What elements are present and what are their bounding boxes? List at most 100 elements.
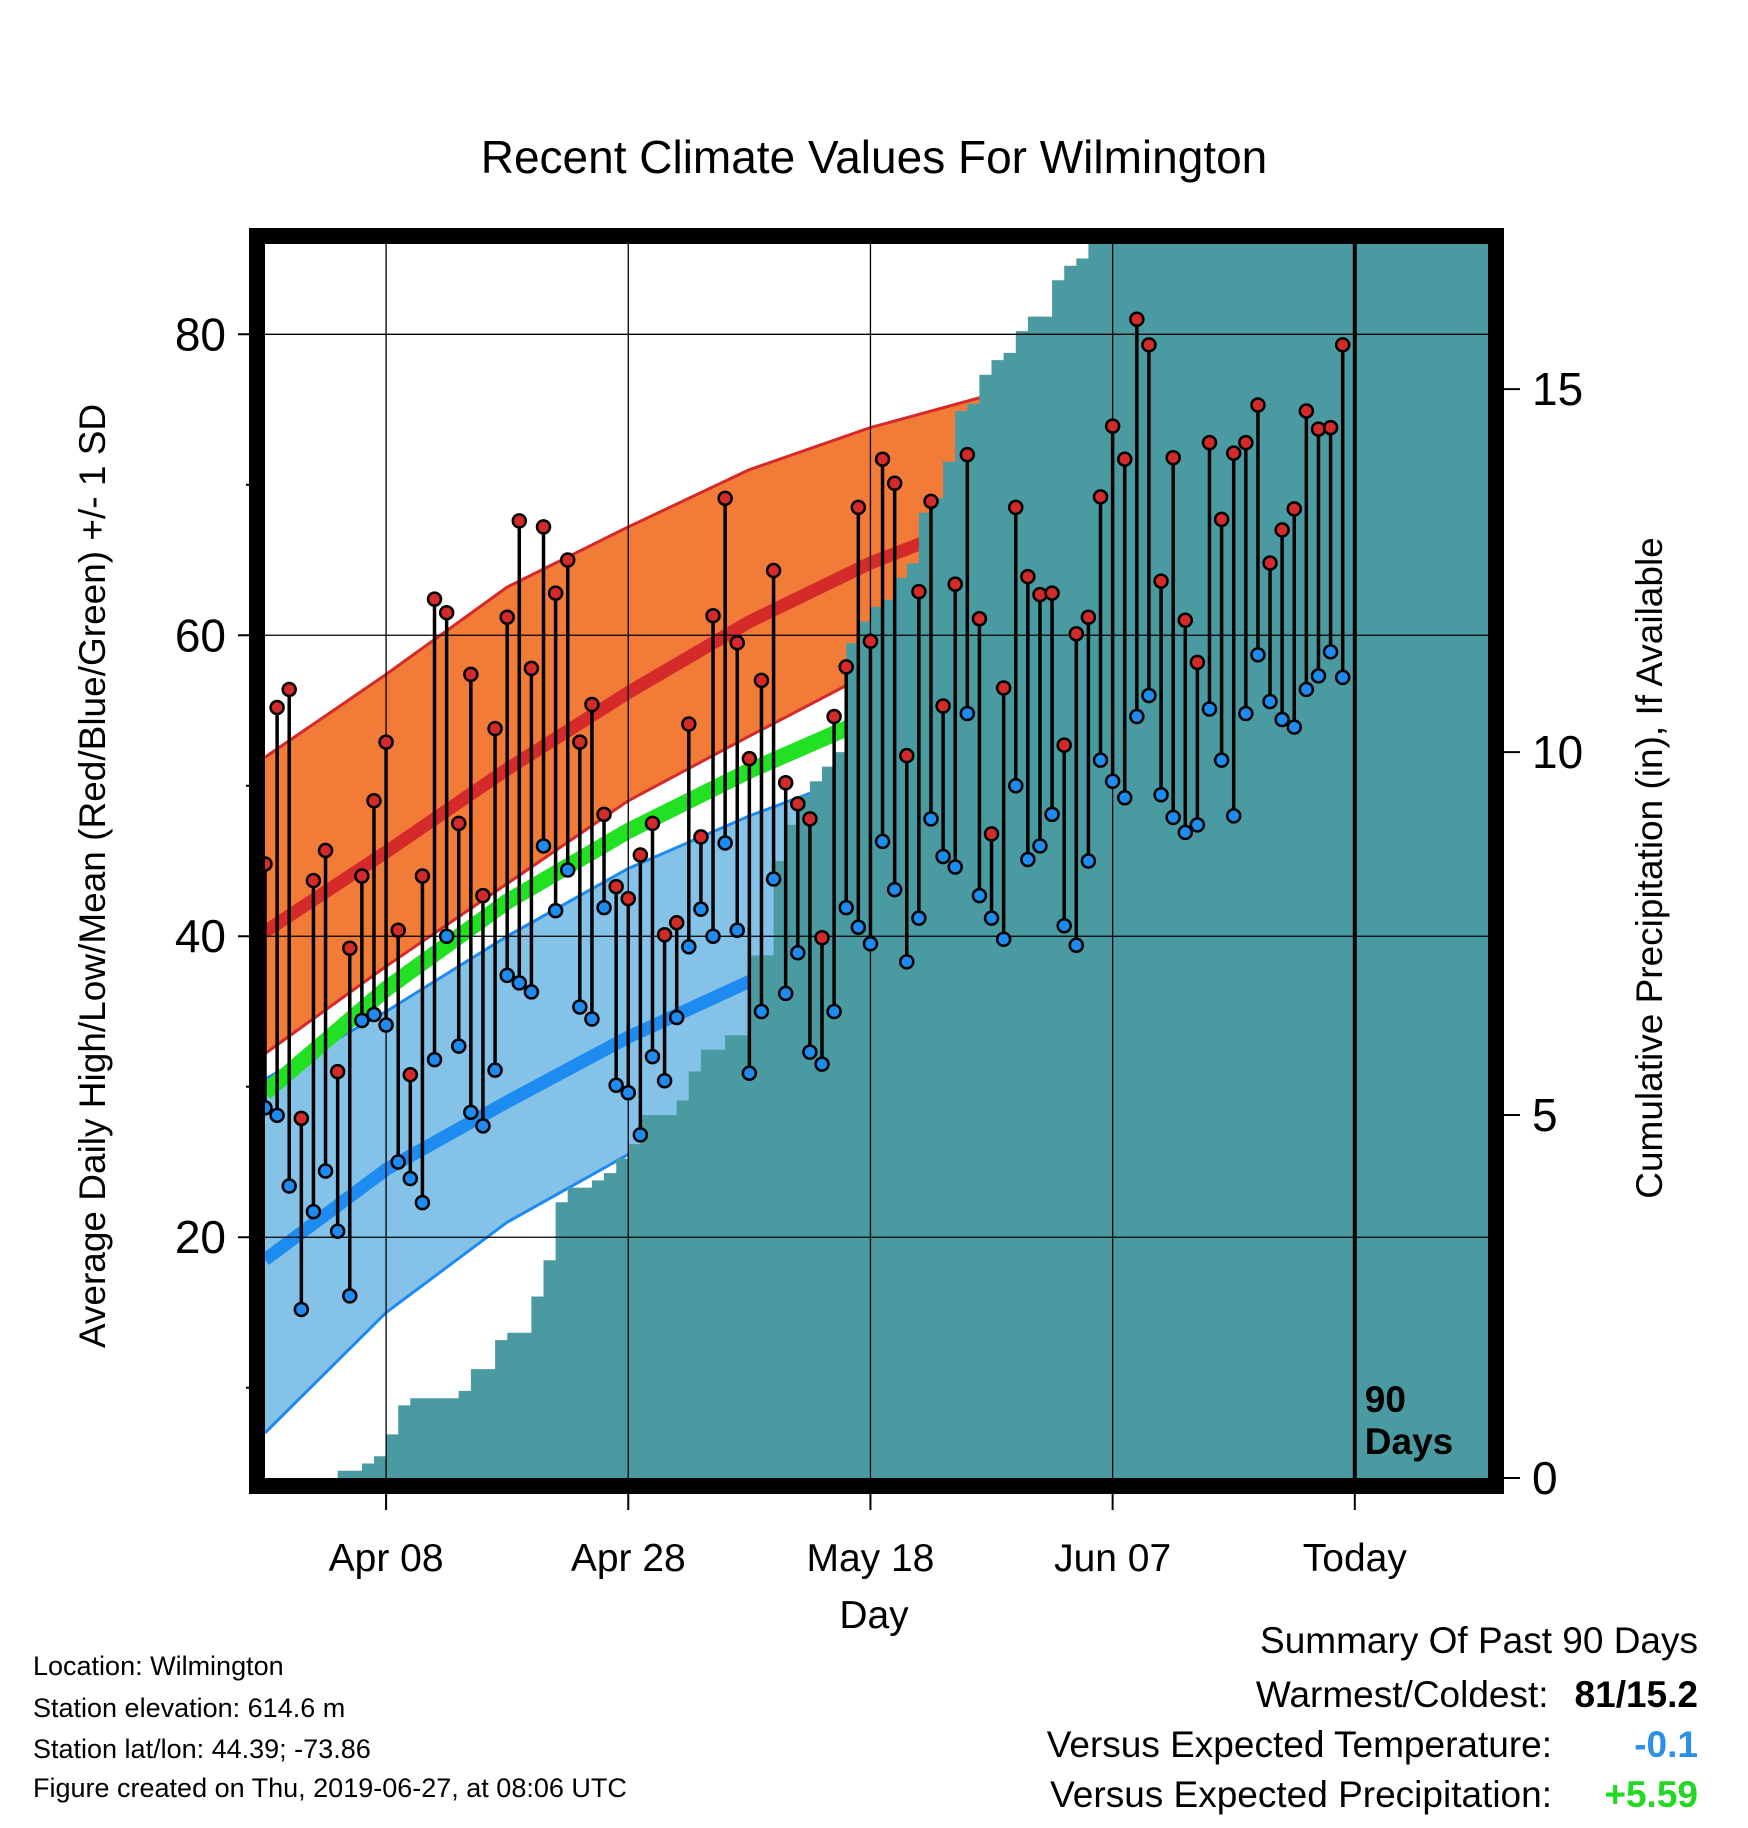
daily-low-point xyxy=(438,928,455,944)
daily-high-point xyxy=(354,868,370,884)
daily-high-point xyxy=(438,604,455,621)
daily-low-point xyxy=(559,862,576,878)
daily-high-point xyxy=(414,868,431,884)
daily-low-point xyxy=(1225,808,1242,824)
daily-low-point xyxy=(1262,693,1278,710)
daily-high-point xyxy=(1238,434,1254,451)
daily-low-point xyxy=(705,928,721,944)
daily-low-point xyxy=(584,1011,600,1027)
daily-high-point xyxy=(1104,418,1121,434)
daily-low-point xyxy=(1298,681,1315,698)
daily-high-point xyxy=(935,698,951,714)
daily-low-point xyxy=(1104,773,1121,789)
y2-axis-label: Cumulative Precipitation (in), If Availa… xyxy=(1629,537,1670,1199)
daily-high-point xyxy=(499,609,515,625)
daily-low-point xyxy=(911,910,927,926)
daily-high-point xyxy=(1213,511,1230,528)
daily-high-point xyxy=(572,734,588,750)
daily-high-point xyxy=(1141,337,1157,353)
daily-low-point xyxy=(632,1127,649,1143)
temp-anomaly-label: Versus Expected Temperature: xyxy=(1046,1724,1552,1765)
daily-high-point xyxy=(1334,337,1351,353)
daily-low-point xyxy=(814,1056,830,1072)
daily-high-point xyxy=(584,696,600,713)
daily-low-point xyxy=(995,931,1012,948)
daily-high-point xyxy=(402,1066,419,1083)
daily-low-point xyxy=(1201,701,1218,717)
daily-low-point xyxy=(802,1044,818,1060)
daily-low-point xyxy=(390,1154,406,1170)
temp-anomaly-value: -0.1 xyxy=(1634,1724,1698,1765)
precip-anomaly-value: +5.59 xyxy=(1604,1774,1698,1815)
daily-high-point xyxy=(463,666,479,683)
daily-low-point xyxy=(644,1048,661,1065)
daily-high-point xyxy=(838,659,854,675)
precip-anomaly-label: Versus Expected Precipitation: xyxy=(1050,1774,1552,1815)
daily-high-point xyxy=(765,562,782,579)
daily-high-point xyxy=(668,914,685,931)
daily-high-point xyxy=(1080,609,1097,625)
daily-low-point xyxy=(717,835,733,851)
daily-high-point xyxy=(265,856,273,872)
daily-high-point xyxy=(511,513,528,529)
daily-high-point xyxy=(329,1063,346,1080)
daily-high-point xyxy=(656,926,673,943)
created-text: Figure created on Thu, 2019-06-27, at 08… xyxy=(33,1773,627,1803)
daily-high-point xyxy=(378,734,394,750)
elevation-text: Station elevation: 614.6 m xyxy=(33,1693,346,1723)
daily-high-point xyxy=(1225,445,1242,461)
daily-high-point xyxy=(426,591,443,607)
daily-high-point xyxy=(632,847,649,863)
daily-high-point xyxy=(487,720,503,737)
daily-high-point xyxy=(862,633,879,650)
daily-high-point xyxy=(947,576,963,592)
y-tick-label: 80 xyxy=(175,308,226,360)
daily-low-point xyxy=(1056,917,1072,934)
location-text: Location: Wilmington xyxy=(33,1651,284,1681)
daily-high-point xyxy=(911,583,927,600)
y-tick-label: 60 xyxy=(175,609,226,661)
daily-low-point xyxy=(1116,790,1133,806)
chart-title: Recent Climate Values For Wilmington xyxy=(481,131,1268,183)
summary-title: Summary Of Past 90 Days xyxy=(1260,1620,1698,1661)
daily-low-point xyxy=(899,954,915,970)
daily-low-point xyxy=(1141,687,1157,704)
daily-low-point xyxy=(838,899,854,916)
daily-high-point xyxy=(475,887,491,904)
daily-high-point xyxy=(971,610,988,627)
daily-low-point xyxy=(790,945,806,961)
x-axis-label: Day xyxy=(839,1594,909,1637)
daily-low-point xyxy=(693,901,709,917)
daily-high-point xyxy=(899,747,915,764)
daily-high-point xyxy=(886,475,903,492)
daily-high-point xyxy=(923,493,939,510)
daily-high-point xyxy=(1056,737,1072,753)
daily-high-point xyxy=(366,793,382,809)
daily-high-point xyxy=(523,660,540,677)
daily-high-point xyxy=(681,716,697,732)
daily-low-point xyxy=(511,975,528,991)
daily-high-point xyxy=(717,490,733,507)
daily-high-point xyxy=(608,878,624,895)
daily-low-point xyxy=(1068,937,1085,954)
daily-high-point xyxy=(741,750,758,767)
daily-low-point xyxy=(265,1100,273,1116)
daily-low-point xyxy=(1044,806,1060,823)
daily-high-point xyxy=(1092,489,1109,505)
warmest-coldest-label: Warmest/Coldest: xyxy=(1255,1674,1549,1715)
daily-high-point xyxy=(1250,397,1266,413)
daily-low-point xyxy=(1286,719,1303,735)
daily-low-point xyxy=(765,871,782,887)
daily-low-point xyxy=(535,838,552,854)
daily-high-point xyxy=(644,815,661,832)
daily-low-point xyxy=(414,1194,431,1211)
daily-low-point xyxy=(741,1065,758,1081)
daily-high-point xyxy=(790,796,806,812)
daily-low-point xyxy=(354,1012,370,1029)
daily-low-point xyxy=(463,1104,479,1121)
y2-tick-label: 0 xyxy=(1532,1452,1558,1504)
period-label: 90 xyxy=(1365,1379,1406,1420)
daily-high-point xyxy=(293,1110,310,1127)
daily-high-point xyxy=(390,922,406,938)
daily-low-point xyxy=(1322,644,1339,660)
